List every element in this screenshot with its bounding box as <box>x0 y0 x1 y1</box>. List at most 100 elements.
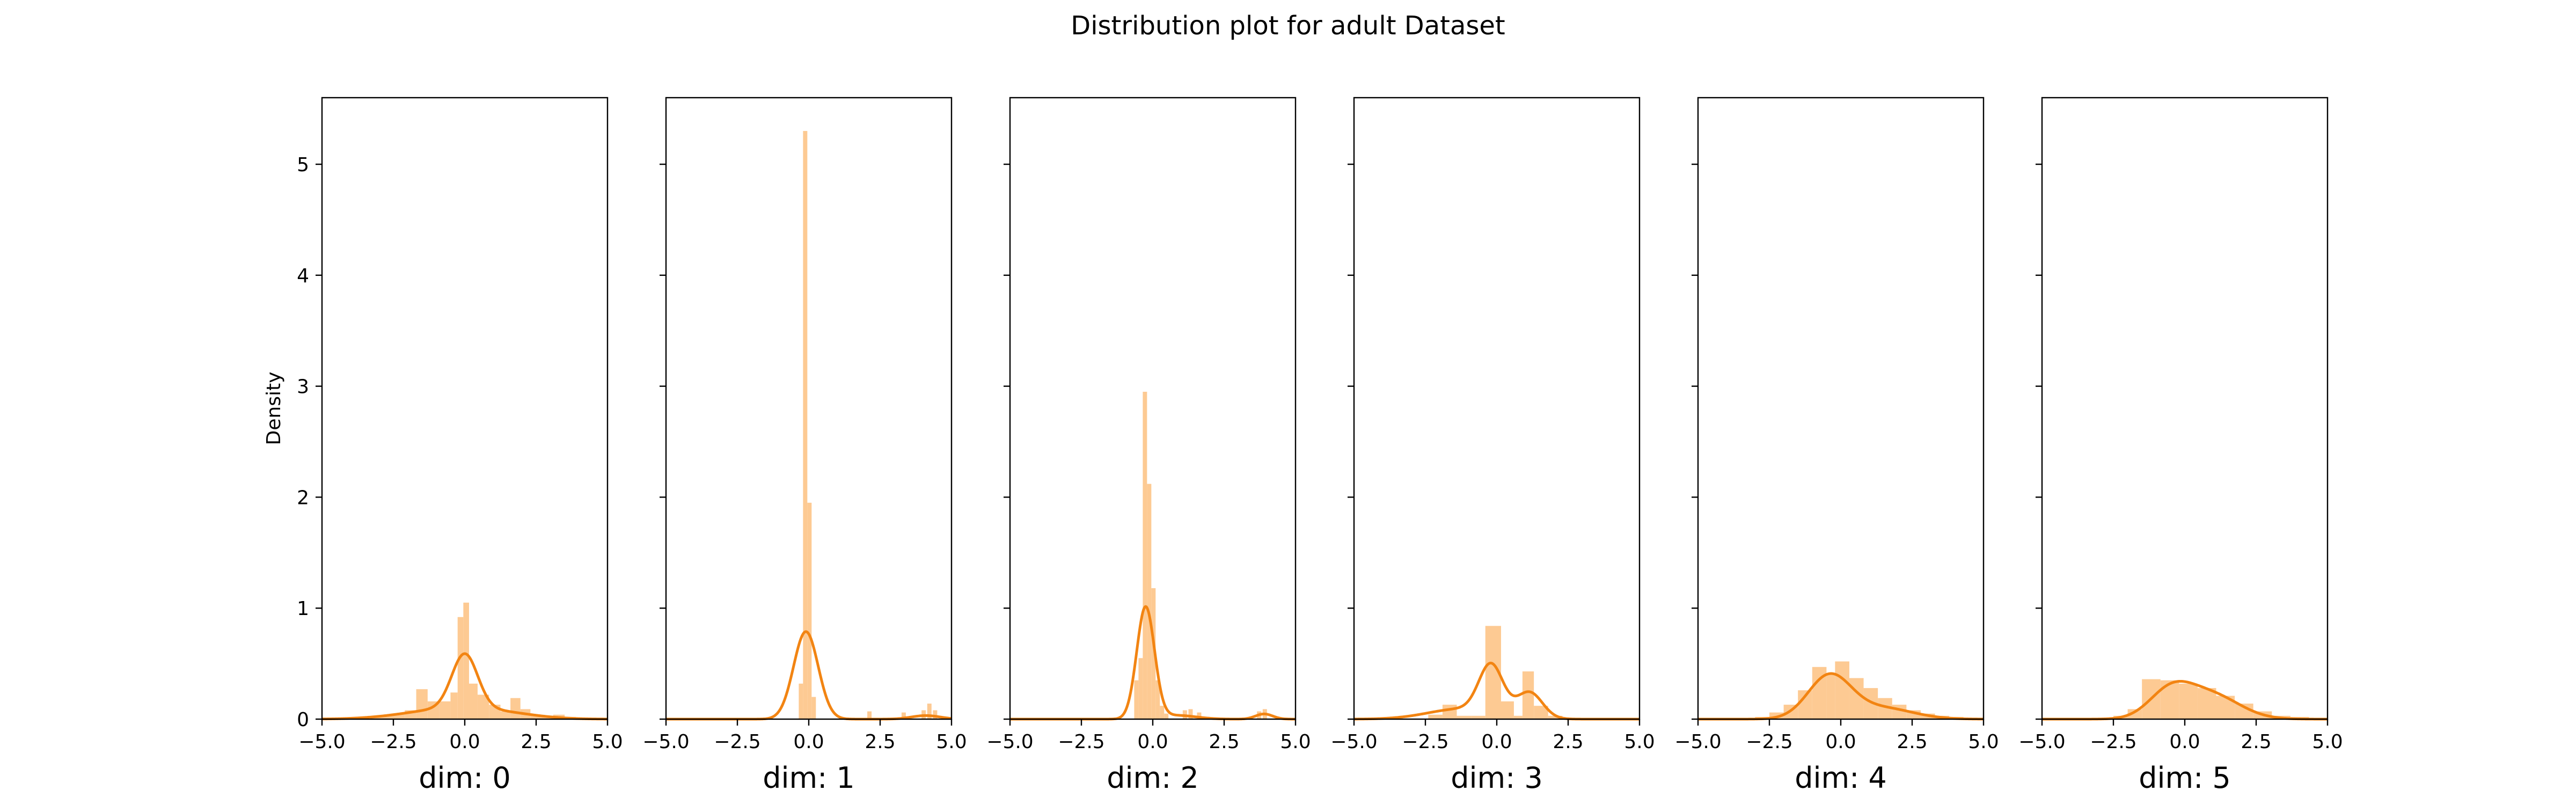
histogram-bar <box>1138 658 1143 719</box>
histogram-bar <box>450 692 458 719</box>
subplot-5: −5.0 −2.5 0.0 2.5 5.0 dim: 5 <box>2018 97 2343 795</box>
axes-frame <box>1697 97 1985 720</box>
x-tick-label: −5.0 <box>1330 731 1377 753</box>
y-tick-label: 1 <box>297 598 309 620</box>
histogram-bar <box>1164 713 1169 719</box>
x-tick-label: 0.0 <box>449 731 480 753</box>
histogram-bar <box>370 716 382 719</box>
x-axis-label: dim: 1 <box>763 761 855 795</box>
histogram-bar <box>807 502 812 719</box>
histogram-bar <box>803 131 808 719</box>
histogram-bars <box>799 131 938 719</box>
histogram-bars <box>370 602 576 720</box>
histogram-bar <box>1442 705 1457 719</box>
x-tick-label: 2.5 <box>865 731 895 753</box>
histogram-bar <box>1155 680 1160 720</box>
histogram-bar <box>1457 715 1472 719</box>
y-tick-label: 5 <box>297 154 309 176</box>
axes-frame <box>2041 97 2329 720</box>
x-tick-label: 0.0 <box>1825 731 1856 753</box>
x-tick-label: −2.5 <box>1058 731 1104 753</box>
histogram-bar <box>1835 661 1849 719</box>
histogram-bar <box>1151 588 1156 719</box>
y-tick-label: 0 <box>297 709 309 731</box>
x-tick-label: −2.5 <box>2090 731 2136 753</box>
histogram-bars <box>2113 679 2309 720</box>
x-tick-label: 5.0 <box>936 731 967 753</box>
x-tick-label: −2.5 <box>714 731 760 753</box>
histogram-bar <box>901 712 906 719</box>
histogram-bar <box>1471 715 1485 719</box>
subplot-3: −5.0 −2.5 0.0 2.5 5.0 dim: 3 <box>1330 97 1655 795</box>
x-tick-label: 5.0 <box>1280 731 1311 753</box>
histogram-bar <box>416 689 428 719</box>
figure-title: Distribution plot for adult Dataset <box>1071 11 1505 41</box>
x-tick-label: 5.0 <box>2312 731 2343 753</box>
histogram-bar <box>439 701 451 719</box>
x-tick-label: 2.5 <box>1553 731 1583 753</box>
histogram-bar <box>1548 715 1563 719</box>
x-tick-label: −5.0 <box>298 731 345 753</box>
subplot-4: −5.0 −2.5 0.0 2.5 5.0 dim: 4 <box>1674 97 1999 795</box>
histogram-bar <box>2197 688 2216 719</box>
histogram-bar <box>1134 680 1139 720</box>
x-tick-label: −5.0 <box>986 731 1033 753</box>
histogram-bar <box>1501 701 1514 719</box>
histogram-bars <box>1134 391 1267 720</box>
y-tick-label: 2 <box>297 487 309 509</box>
x-tick-label: 5.0 <box>1968 731 1999 753</box>
histogram-bar <box>463 602 469 720</box>
subplot-grid: −5.0 −2.5 0.0 2.5 5.0 0 1 2 3 4 5 Density dim: 0 −5.0… <box>263 97 2343 795</box>
histogram-bar <box>933 710 938 719</box>
histogram-bar <box>1892 705 1907 719</box>
subplot-1: −5.0 −2.5 0.0 2.5 5.0 dim: 1 <box>642 97 967 795</box>
x-tick-label: 0.0 <box>1137 731 1168 753</box>
x-axis-label: dim: 0 <box>419 761 511 795</box>
subplot-2: −5.0 −2.5 0.0 2.5 5.0 dim: 2 <box>986 97 1311 795</box>
subplot-0: −5.0 −2.5 0.0 2.5 5.0 0 1 2 3 4 5 Density dim: 0 <box>263 97 623 795</box>
histogram-bar <box>1826 675 1835 719</box>
histogram-bar <box>2160 680 2179 720</box>
x-tick-label: −5.0 <box>1674 731 1721 753</box>
x-axis-label: dim: 3 <box>1451 761 1543 795</box>
histogram-bar <box>530 714 542 719</box>
x-tick-label: −2.5 <box>1402 731 1448 753</box>
histogram-bar <box>1143 391 1147 719</box>
histogram-bar <box>799 683 803 719</box>
histogram-bar <box>1522 671 1534 719</box>
histogram-bar <box>1160 706 1165 719</box>
histogram-bars <box>1428 626 1563 719</box>
x-axis-label: dim: 5 <box>2139 761 2231 795</box>
histogram-bar <box>382 715 393 719</box>
x-tick-label: −2.5 <box>1746 731 1792 753</box>
histogram-bar <box>469 683 478 719</box>
x-tick-label: 2.5 <box>1209 731 1239 753</box>
x-tick-label: −5.0 <box>2018 731 2065 753</box>
kde-curve <box>321 652 609 721</box>
x-tick-label: 2.5 <box>1897 731 1927 753</box>
x-tick-label: −2.5 <box>370 731 416 753</box>
x-tick-label: 0.0 <box>793 731 824 753</box>
x-tick-label: 2.5 <box>521 731 551 753</box>
x-tick-label: 5.0 <box>1624 731 1655 753</box>
histogram-bar <box>927 704 932 719</box>
histogram-bar <box>867 711 872 719</box>
histogram-bar <box>1188 709 1193 719</box>
histogram-bar <box>811 697 816 719</box>
y-axis-label: Density <box>263 372 285 445</box>
histogram-bar <box>1428 714 1443 719</box>
histogram-bar <box>2179 683 2198 719</box>
histogram-bar <box>1849 678 1864 719</box>
histogram-bar <box>500 711 511 719</box>
x-axis-label: dim: 4 <box>1795 761 1887 795</box>
histogram-bar <box>477 694 489 719</box>
histogram-bars <box>1755 661 1964 719</box>
y-tick-label: 4 <box>297 265 309 287</box>
x-tick-label: −5.0 <box>642 731 689 753</box>
histogram-bar <box>393 713 405 719</box>
histogram-bar <box>510 698 521 719</box>
y-tick-label: 3 <box>297 376 309 398</box>
histogram-bar <box>2127 709 2142 719</box>
histogram-bar <box>1147 484 1152 719</box>
